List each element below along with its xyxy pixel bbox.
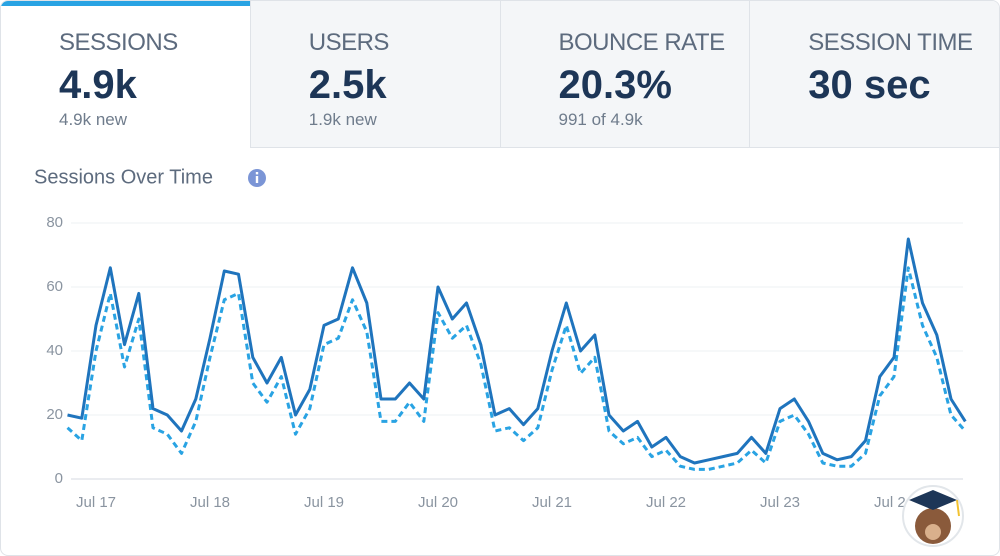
mascot xyxy=(902,485,964,547)
chart: Sessions Over Time 0 20 40 60 80 Jul 17 Jul 18… xyxy=(34,166,967,547)
x-tick-label: Jul 20 xyxy=(418,494,458,511)
info-icon-glyph xyxy=(255,172,259,175)
metric-tab[interactable]: USERS 2.5k 1.9k new xyxy=(249,1,500,148)
tab-value: 20.3% xyxy=(558,63,672,107)
y-tick-label: 20 xyxy=(46,406,63,423)
y-tick-label: 80 xyxy=(46,214,63,231)
tab-label: SESSIONS xyxy=(59,29,178,56)
metric-tab[interactable]: SESSION TIME 30 sec xyxy=(749,1,999,148)
y-tick-label: 40 xyxy=(46,342,63,359)
x-tick-label: Jul 23 xyxy=(760,494,800,511)
tab-sub: 4.9k new xyxy=(59,110,128,129)
tab-label: SESSION TIME xyxy=(808,29,973,56)
tab-sub: 1.9k new xyxy=(308,110,377,129)
series-line xyxy=(67,237,967,465)
y-tick-label: 0 xyxy=(55,470,63,487)
tab-label: USERS xyxy=(308,29,390,56)
tab-value: 30 sec xyxy=(808,63,931,107)
x-tick-label: Jul 18 xyxy=(190,494,230,511)
tab-bar: SESSIONS 4.9k 4.9k new USERS 2.5k 1.9k new BOU… xyxy=(1,1,999,148)
x-tick-label: Jul 19 xyxy=(304,494,344,511)
metric-tab[interactable]: SESSIONS 4.9k 4.9k new xyxy=(1,1,250,148)
tab-sub: 991 of 4.9k xyxy=(558,110,643,129)
info-icon-glyph xyxy=(255,176,259,183)
tab-label: BOUNCE RATE xyxy=(558,29,726,56)
x-tick-label: Jul 22 xyxy=(646,494,686,511)
chart-title: Sessions Over Time xyxy=(34,166,213,188)
y-tick-label: 60 xyxy=(46,278,63,295)
x-tick-label: Jul 21 xyxy=(532,494,572,511)
series-line xyxy=(66,266,967,471)
tab-value: 2.5k xyxy=(308,63,387,107)
tab-value: 4.9k xyxy=(59,63,137,107)
metric-tab[interactable]: BOUNCE RATE 20.3% 991 of 4.9k xyxy=(499,1,750,148)
x-tick-label: Jul 17 xyxy=(76,494,116,511)
